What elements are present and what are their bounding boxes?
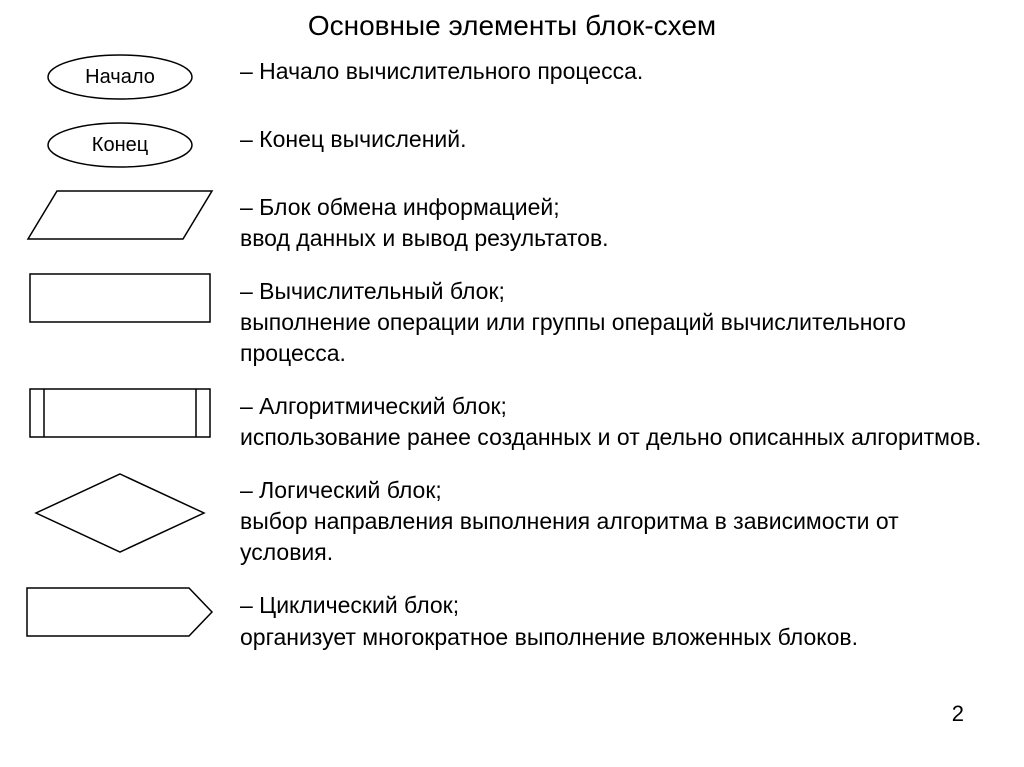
terminator-start-shape: Начало [45, 52, 195, 102]
shape-cell [0, 471, 240, 555]
shape-cell [0, 387, 240, 439]
shape-label: Конец [92, 134, 148, 156]
page-title: Основные элементы блок-схем [0, 0, 1024, 52]
terminator-end-shape: Конец [45, 120, 195, 170]
legend-row: – Вычислительный блок;выполнение операци… [0, 272, 1024, 369]
shape-cell [0, 272, 240, 324]
shape-cell [0, 188, 240, 242]
shape-description: – Блок обмена информацией;ввод данных и … [240, 188, 1024, 254]
decision-diamond-shape [33, 471, 207, 555]
loop-block-shape [25, 586, 215, 638]
shape-cell: Конец [0, 120, 240, 170]
process-rectangle-shape [28, 272, 212, 324]
shape-description: – Циклический блок;организует многократн… [240, 586, 1024, 652]
shape-description: – Вычислительный блок;выполнение операци… [240, 272, 1024, 369]
shape-cell: Начало [0, 52, 240, 102]
subroutine-shape [28, 387, 212, 439]
legend-row: – Логический блок;выбор направления выпо… [0, 471, 1024, 568]
shape-description: – Начало вычислительного процесса. [240, 52, 1024, 87]
legend-row: – Алгоритмический блок;использование ран… [0, 387, 1024, 453]
io-parallelogram-shape [25, 188, 215, 242]
legend-row: Конец – Конец вычислений. [0, 120, 1024, 170]
shape-description: – Логический блок;выбор направления выпо… [240, 471, 1024, 568]
page-number: 2 [952, 701, 964, 727]
legend-row: Начало – Начало вычислительного процесса… [0, 52, 1024, 102]
legend-container: Начало – Начало вычислительного процесса… [0, 52, 1024, 653]
legend-row: – Блок обмена информацией;ввод данных и … [0, 188, 1024, 254]
shape-cell [0, 586, 240, 638]
shape-description: – Алгоритмический блок;использование ран… [240, 387, 1024, 453]
shape-label: Начало [85, 66, 155, 88]
shape-description: – Конец вычислений. [240, 120, 1024, 155]
legend-row: – Циклический блок;организует многократн… [0, 586, 1024, 652]
